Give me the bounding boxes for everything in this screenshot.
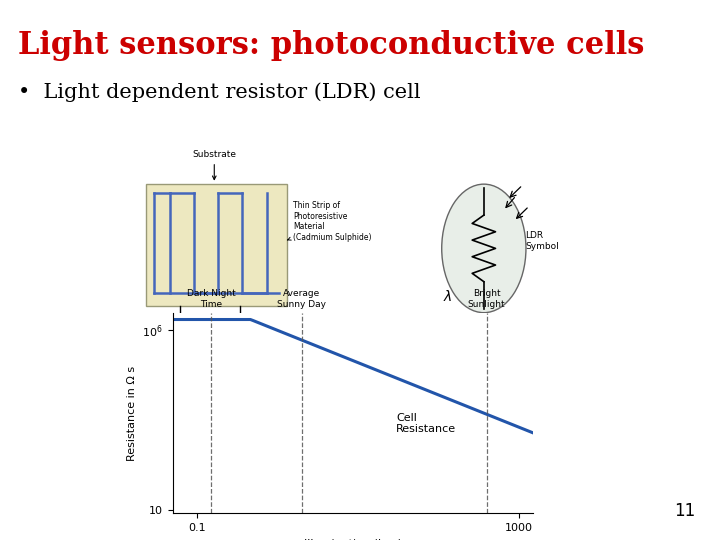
- Text: Cell
Resistance: Cell Resistance: [396, 413, 456, 434]
- Text: Dark Night
Time: Dark Night Time: [186, 289, 235, 309]
- Y-axis label: Resistance in Ω s: Resistance in Ω s: [127, 366, 137, 461]
- Text: Thin Strip of
Photoresistive
Material
(Cadmium Sulphide): Thin Strip of Photoresistive Material (C…: [287, 201, 372, 241]
- X-axis label: Illumination (Lux): Illumination (Lux): [304, 538, 402, 540]
- FancyBboxPatch shape: [145, 184, 287, 307]
- Ellipse shape: [442, 184, 526, 313]
- Text: Bright
Sunlight: Bright Sunlight: [468, 289, 505, 309]
- Text: LDR
Symbol: LDR Symbol: [526, 231, 559, 251]
- Text: Substrate: Substrate: [192, 150, 236, 180]
- Text: R $_{(Cell)}$: R $_{(Cell)}$: [197, 329, 224, 343]
- Text: 11: 11: [674, 502, 695, 520]
- Text: Light sensors: photoconductive cells: Light sensors: photoconductive cells: [18, 30, 644, 61]
- Text: •  Light dependent resistor (LDR) cell: • Light dependent resistor (LDR) cell: [18, 82, 420, 102]
- Text: Average
Sunny Day: Average Sunny Day: [277, 289, 326, 309]
- Text: $\lambda$: $\lambda$: [443, 289, 452, 305]
